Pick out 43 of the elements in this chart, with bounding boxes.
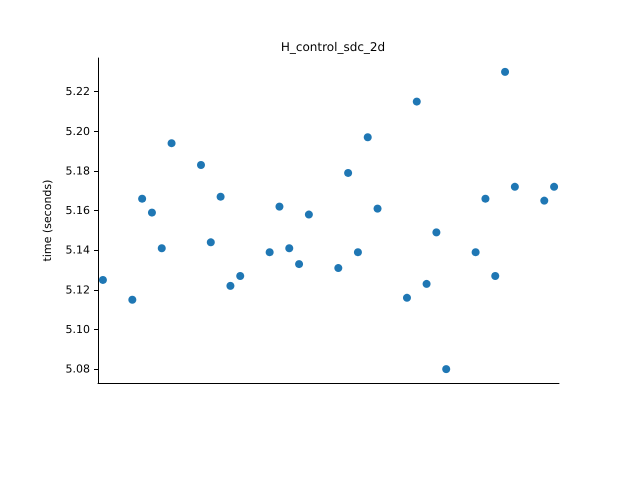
y-axis-title: time (seconds) xyxy=(41,180,54,262)
point xyxy=(354,248,362,256)
point xyxy=(472,248,480,256)
point xyxy=(295,260,304,268)
point xyxy=(285,244,294,252)
point xyxy=(412,98,421,106)
y-tick-label: 5.20 xyxy=(66,124,90,138)
point xyxy=(501,68,510,76)
y-tick-label: 5.14 xyxy=(66,244,90,257)
point xyxy=(216,192,225,201)
point xyxy=(128,296,136,304)
y-tick-label: 5.10 xyxy=(66,322,90,336)
y-tick-label: 5.08 xyxy=(66,362,90,376)
point xyxy=(402,294,411,302)
point xyxy=(491,272,500,280)
chart-title: H_control_sdc_2d xyxy=(280,40,386,54)
point xyxy=(364,133,372,142)
point xyxy=(442,365,450,374)
point xyxy=(168,139,176,148)
y-tick-label: 5.16 xyxy=(66,204,90,218)
point xyxy=(236,272,244,280)
point xyxy=(540,196,548,205)
point xyxy=(481,194,490,203)
point xyxy=(226,282,234,290)
point xyxy=(344,168,352,177)
y-tick-label: 5.18 xyxy=(66,164,90,178)
point xyxy=(197,161,205,170)
point xyxy=(422,280,431,288)
point xyxy=(98,276,107,284)
y-tick-label: 5.22 xyxy=(66,85,90,98)
point xyxy=(432,228,440,236)
point xyxy=(158,244,166,252)
point xyxy=(266,248,274,256)
point xyxy=(275,202,284,211)
point xyxy=(148,208,156,217)
point xyxy=(138,194,146,203)
y-tick-label: 5.12 xyxy=(66,283,90,296)
point xyxy=(304,210,313,219)
point xyxy=(334,264,342,272)
point xyxy=(510,182,519,191)
point xyxy=(206,238,215,246)
point xyxy=(374,204,382,213)
point xyxy=(550,182,558,191)
